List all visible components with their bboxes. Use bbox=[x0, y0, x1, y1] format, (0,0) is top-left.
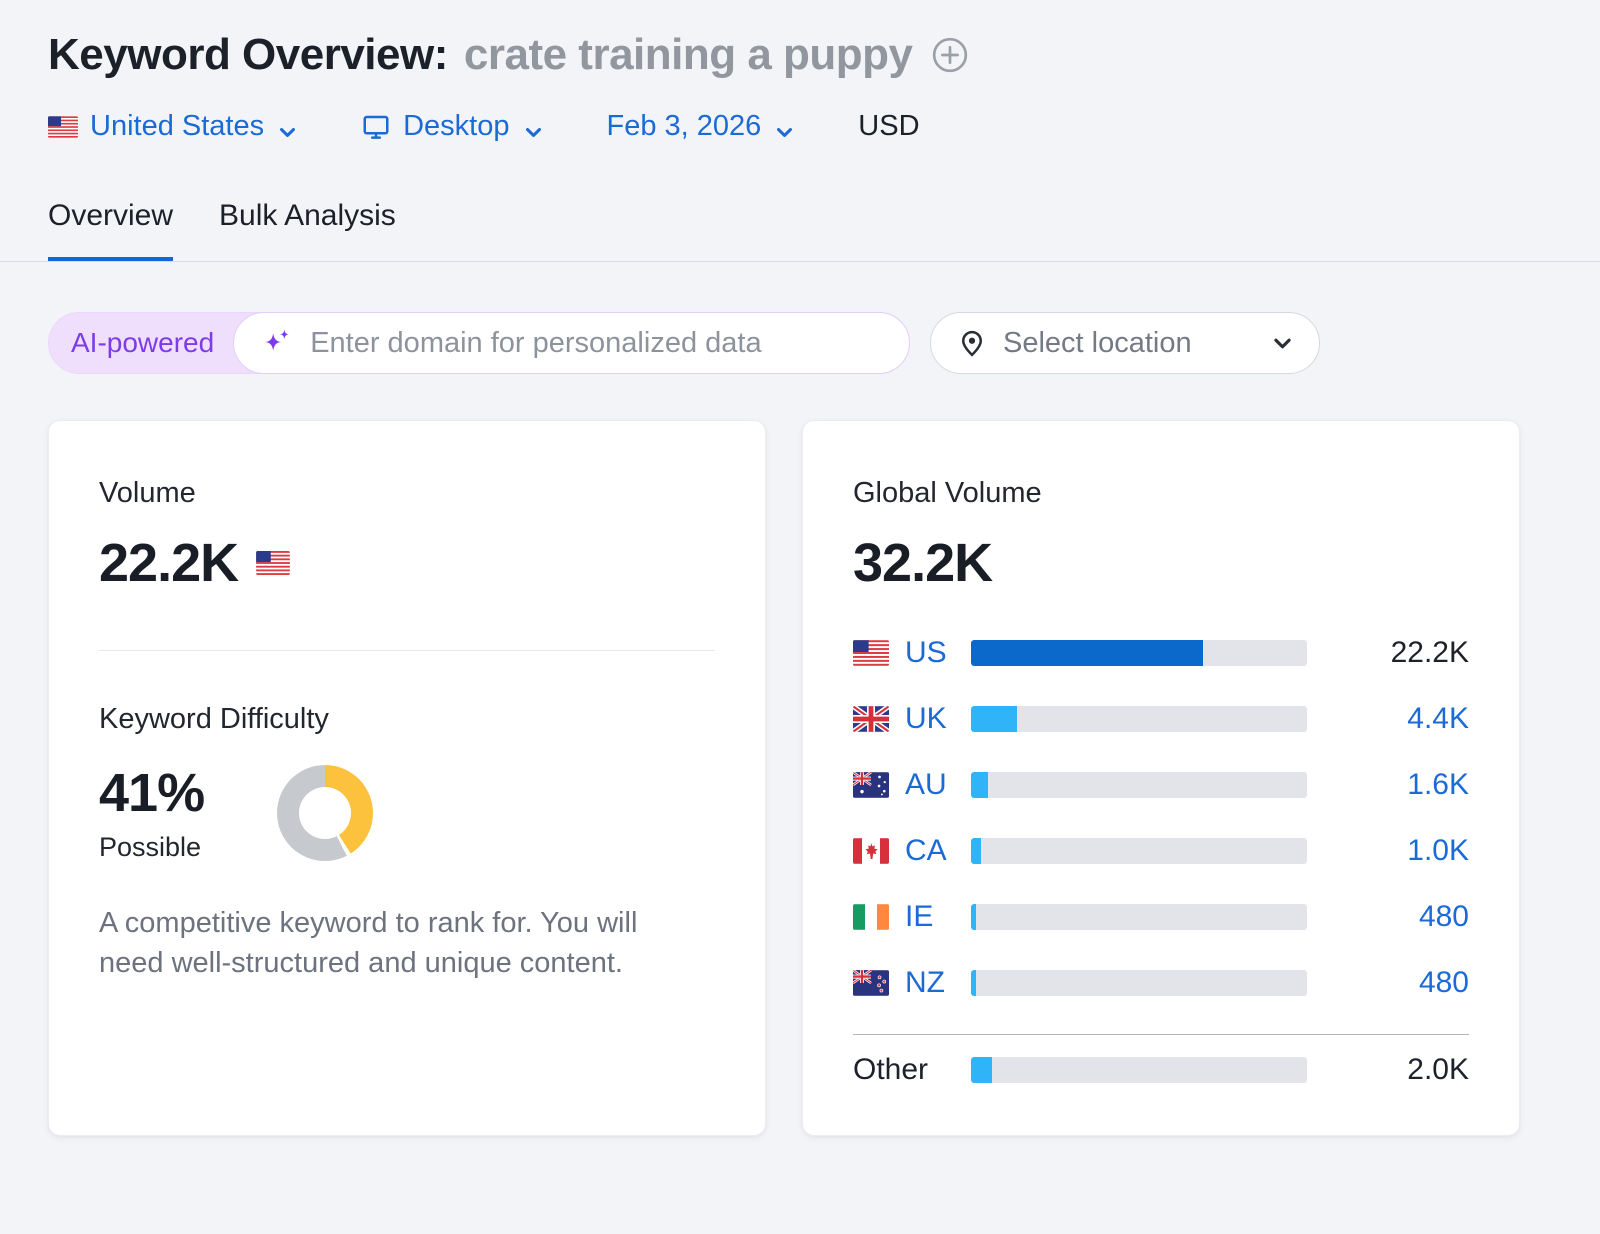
global-volume-value: 32.2K bbox=[853, 533, 993, 593]
domain-input-wrap bbox=[233, 312, 910, 374]
flag-us-icon bbox=[853, 640, 889, 666]
country-cell: CA bbox=[853, 834, 971, 868]
country-dropdown[interactable]: United States bbox=[48, 110, 297, 143]
global-volume-card: Global Volume 32.2K US 22.2K UK 4.4K AU 1.6K C… bbox=[802, 420, 1520, 1136]
flag-ie-icon bbox=[853, 904, 889, 930]
volume-bar bbox=[971, 838, 1307, 864]
country-cell: US bbox=[853, 636, 971, 670]
country-cell: NZ bbox=[853, 966, 971, 1000]
keyword-text: crate training a puppy bbox=[463, 30, 913, 79]
other-label: Other bbox=[853, 1053, 929, 1086]
volume-bar bbox=[971, 706, 1307, 732]
keyword-difficulty-title: Keyword Difficulty bbox=[99, 703, 329, 735]
flag-au-icon bbox=[853, 772, 889, 798]
global-volume-row: US 22.2K bbox=[853, 636, 1469, 670]
ai-powered-pill: AI-powered bbox=[48, 312, 910, 374]
chevron-down-icon bbox=[775, 117, 794, 138]
country-dropdown-label: United States bbox=[90, 110, 265, 142]
global-volume-list: US 22.2K UK 4.4K AU 1.6K CA 1.0K IE 480 NZ 480 Other… bbox=[853, 636, 1469, 1087]
flag-nz-icon bbox=[853, 970, 889, 996]
volume-value[interactable]: 1.6K bbox=[1407, 768, 1469, 801]
difficulty-percent: 41% bbox=[99, 763, 205, 823]
country-cell: IE bbox=[853, 900, 971, 934]
device-dropdown[interactable]: Desktop bbox=[361, 110, 542, 143]
volume-title: Volume bbox=[99, 477, 196, 509]
volume-bar bbox=[971, 1057, 1307, 1083]
global-volume-row: CA 1.0K bbox=[853, 834, 1469, 868]
country-link[interactable]: US bbox=[905, 636, 947, 669]
ai-domain-bar: AI-powered Select location bbox=[0, 312, 1600, 374]
global-volume-title: Global Volume bbox=[853, 477, 1042, 509]
volume-value: 22.2K bbox=[1390, 636, 1469, 669]
select-location-label: Select location bbox=[1003, 326, 1192, 359]
domain-input[interactable] bbox=[308, 325, 883, 361]
ai-sparkles-icon bbox=[260, 326, 294, 360]
volume-value: 2.0K bbox=[1407, 1053, 1469, 1086]
select-location-button[interactable]: Select location bbox=[930, 312, 1320, 374]
filter-bar: United States Desktop Feb 3, 2026 USD bbox=[48, 110, 1552, 143]
volume-value: 22.2K bbox=[99, 533, 239, 593]
divider bbox=[99, 650, 715, 651]
chevron-down-icon bbox=[524, 117, 543, 138]
cards-row: Volume 22.2K Keyword Difficulty 41% Poss… bbox=[0, 420, 1600, 1136]
divider bbox=[853, 1034, 1469, 1035]
country-cell: AU bbox=[853, 768, 971, 802]
difficulty-level: Possible bbox=[99, 832, 202, 862]
title-row: Keyword Overview: crate training a puppy bbox=[48, 30, 1552, 80]
country-link[interactable]: CA bbox=[905, 834, 947, 867]
volume-bar bbox=[971, 772, 1307, 798]
difficulty-description: A competitive keyword to rank for. You w… bbox=[99, 907, 638, 979]
global-volume-row: NZ 480 bbox=[853, 966, 1469, 1000]
chevron-down-icon bbox=[278, 117, 297, 138]
country-link[interactable]: NZ bbox=[905, 966, 945, 999]
difficulty-donut bbox=[277, 764, 373, 861]
add-keyword-icon[interactable] bbox=[931, 36, 969, 74]
date-dropdown-label: Feb 3, 2026 bbox=[606, 110, 762, 142]
volume-value[interactable]: 480 bbox=[1418, 966, 1469, 999]
volume-card: Volume 22.2K Keyword Difficulty 41% Poss… bbox=[48, 420, 766, 1136]
page-header: Keyword Overview: crate training a puppy… bbox=[0, 0, 1600, 143]
country-link[interactable]: UK bbox=[905, 702, 947, 735]
page-title: Keyword Overview: bbox=[48, 30, 448, 79]
desktop-icon bbox=[361, 112, 391, 142]
global-volume-row: AU 1.6K bbox=[853, 768, 1469, 802]
date-dropdown[interactable]: Feb 3, 2026 bbox=[607, 110, 795, 143]
volume-bar bbox=[971, 904, 1307, 930]
location-pin-icon bbox=[957, 328, 987, 358]
currency-label: USD bbox=[858, 110, 920, 142]
country-cell: Other bbox=[853, 1053, 971, 1087]
device-dropdown-label: Desktop bbox=[403, 110, 510, 142]
global-volume-row: Other 2.0K bbox=[853, 1053, 1469, 1087]
flag-ca-icon bbox=[853, 838, 889, 864]
volume-bar bbox=[971, 970, 1307, 996]
ai-powered-badge: AI-powered bbox=[71, 327, 215, 358]
flag-us-icon bbox=[256, 551, 290, 575]
flag-uk-icon bbox=[853, 706, 889, 732]
global-volume-row: IE 480 bbox=[853, 900, 1469, 934]
global-volume-row: UK 4.4K bbox=[853, 702, 1469, 736]
country-link[interactable]: AU bbox=[905, 768, 947, 801]
flag-us-icon bbox=[48, 115, 78, 138]
volume-value[interactable]: 480 bbox=[1418, 900, 1469, 933]
volume-bar bbox=[971, 640, 1307, 666]
volume-value[interactable]: 1.0K bbox=[1407, 834, 1469, 867]
tabs-bar: Overview Bulk Analysis bbox=[0, 199, 1600, 262]
volume-value[interactable]: 4.4K bbox=[1407, 702, 1469, 735]
country-cell: UK bbox=[853, 702, 971, 736]
tab-bulk-analysis[interactable]: Bulk Analysis bbox=[219, 199, 396, 232]
country-link[interactable]: IE bbox=[905, 900, 934, 933]
chevron-down-icon bbox=[1272, 333, 1293, 354]
tab-overview[interactable]: Overview bbox=[48, 199, 174, 261]
